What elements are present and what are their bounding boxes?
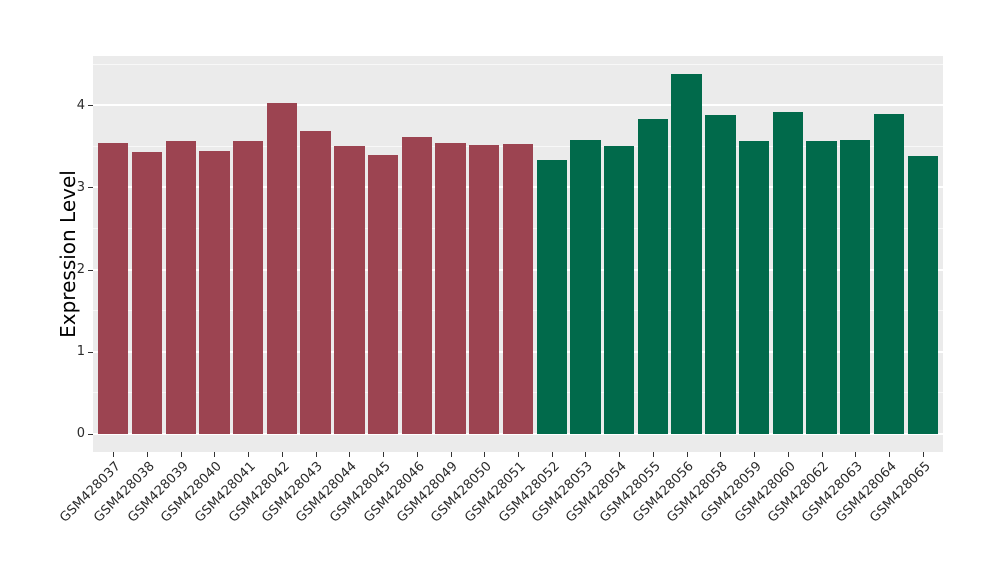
bar-GSM428049 [435, 143, 466, 434]
y-tick-label: 1 [76, 344, 85, 360]
x-tick-mark [113, 452, 115, 457]
x-tick-mark [146, 452, 148, 457]
x-tick-mark [922, 452, 924, 457]
bar-GSM428063 [840, 139, 871, 434]
bar-GSM428045 [367, 155, 399, 434]
x-tick-mark [686, 452, 688, 457]
bar-GSM428038 [131, 152, 163, 434]
major-gridline [93, 104, 943, 107]
bar-GSM428040 [199, 151, 230, 434]
y-tick-label: 2 [76, 262, 85, 278]
bar-GSM428060 [772, 111, 803, 434]
x-tick-mark [889, 452, 891, 457]
x-tick-mark [720, 452, 722, 457]
x-tick-mark [450, 452, 452, 457]
y-tick-label: 3 [76, 179, 85, 195]
y-tick-mark [88, 433, 93, 435]
x-tick-mark [619, 452, 621, 457]
bar-GSM428056 [671, 74, 702, 434]
bar-GSM428039 [165, 140, 196, 434]
bar-GSM428065 [907, 156, 938, 434]
bar-GSM428046 [401, 136, 432, 434]
bar-GSM428052 [536, 160, 567, 434]
x-tick-mark [416, 452, 418, 457]
y-tick-mark [88, 269, 93, 271]
x-tick-mark [248, 452, 250, 457]
bar-GSM428058 [705, 115, 736, 434]
bar-GSM428062 [806, 140, 837, 434]
bar-GSM428043 [300, 130, 331, 434]
y-tick-label: 0 [76, 426, 85, 442]
bar-GSM428054 [604, 146, 635, 434]
bar-GSM428055 [637, 119, 669, 434]
bar-GSM428064 [873, 114, 905, 434]
plot-panel [93, 56, 943, 452]
x-tick-mark [787, 452, 789, 457]
x-tick-mark [585, 452, 587, 457]
y-tick-mark [88, 187, 93, 189]
bar-GSM428053 [570, 139, 601, 434]
y-axis-title: Expression Level [56, 170, 80, 338]
bar-GSM428044 [334, 146, 365, 434]
x-tick-mark [349, 452, 351, 457]
bar-GSM428037 [98, 143, 129, 434]
x-tick-mark [821, 452, 823, 457]
x-tick-mark [551, 452, 553, 457]
bar-GSM428050 [469, 144, 500, 434]
y-tick-mark [88, 351, 93, 353]
x-tick-mark [855, 452, 857, 457]
x-tick-mark [383, 452, 385, 457]
x-tick-mark [652, 452, 654, 457]
bar-GSM428041 [232, 140, 264, 434]
x-tick-mark [754, 452, 756, 457]
bar-GSM428042 [266, 102, 298, 434]
bar-GSM428051 [502, 143, 534, 434]
bar-GSM428059 [738, 140, 770, 434]
x-tick-mark [281, 452, 283, 457]
x-tick-mark [315, 452, 317, 457]
y-tick-mark [88, 105, 93, 107]
x-tick-mark [484, 452, 486, 457]
y-tick-label: 4 [76, 97, 85, 113]
x-tick-mark [180, 452, 182, 457]
minor-gridline [93, 63, 943, 65]
x-tick-mark [214, 452, 216, 457]
major-gridline [93, 432, 943, 435]
x-tick-mark [518, 452, 519, 457]
